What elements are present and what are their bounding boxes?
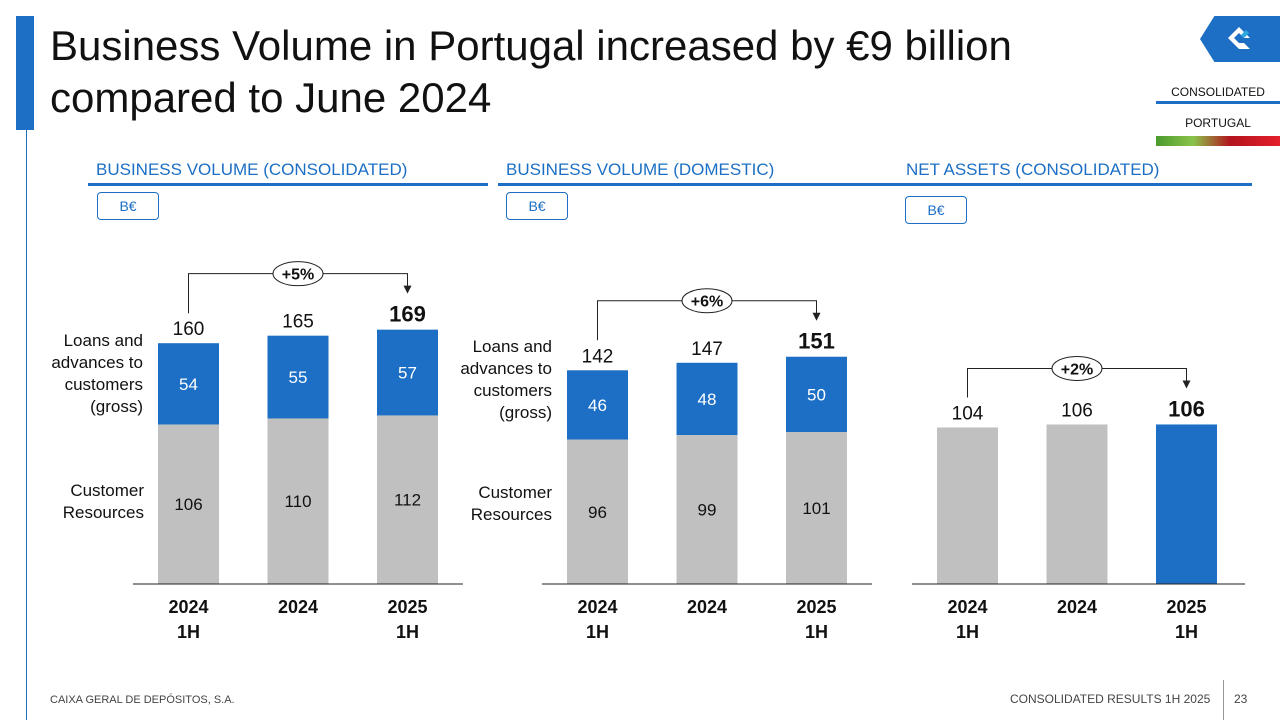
data-label: 106	[174, 495, 202, 514]
bar-customer-resources	[377, 415, 438, 584]
bar-customer-resources	[567, 439, 628, 584]
bar-net-assets	[1156, 424, 1217, 584]
x-tick-label: 1H	[805, 622, 828, 642]
bar-net-assets	[1046, 424, 1108, 584]
data-label: 48	[698, 390, 717, 409]
data-label: 99	[698, 501, 717, 520]
data-label: 50	[807, 385, 826, 404]
x-tick-label: 2024	[1057, 597, 1097, 617]
left-rule	[26, 130, 27, 720]
data-label: 54	[179, 375, 198, 394]
unit-badge: B€	[905, 196, 967, 224]
footer-separator	[1223, 680, 1224, 720]
data-label: 101	[802, 499, 830, 518]
unit-badge: B€	[506, 192, 568, 220]
section-header-domestic: BUSINESS VOLUME (DOMESTIC)	[498, 160, 898, 186]
x-tick-label: 2025	[387, 597, 427, 617]
total-label: 106	[1061, 400, 1093, 421]
bar-customer-resources	[676, 435, 738, 584]
data-label: 46	[588, 396, 607, 415]
growth-badge	[681, 288, 733, 314]
section-header-net-assets: NET ASSETS (CONSOLIDATED)	[898, 160, 1252, 186]
x-tick-label: 1H	[586, 622, 609, 642]
x-tick-label: 2025	[1166, 597, 1206, 617]
total-label: 106	[1168, 396, 1205, 421]
x-tick-label: 2024	[278, 597, 318, 617]
growth-badge	[1051, 355, 1103, 381]
title-accent-bar	[16, 16, 34, 130]
footer-company: CAIXA GERAL DE DEPÓSITOS, S.A.	[50, 694, 235, 706]
x-tick-label: 1H	[1175, 622, 1198, 642]
bar-loans	[786, 356, 847, 432]
data-label: 110	[284, 492, 311, 511]
bar-customer-resources	[158, 424, 219, 584]
x-tick-label: 2024	[168, 597, 208, 617]
row-label-resources: Customer Resources	[470, 483, 552, 524]
x-tick-label: 2024	[577, 597, 617, 617]
x-tick-label: 1H	[396, 622, 419, 642]
x-tick-label: 2025	[796, 597, 836, 617]
scope-consolidated: CONSOLIDATED	[1171, 85, 1265, 99]
total-label: 169	[389, 302, 426, 327]
bar-loans	[567, 370, 628, 440]
bar-loans	[377, 329, 438, 416]
bar-customer-resources	[267, 418, 329, 584]
logo	[1200, 16, 1280, 62]
page-title: Business Volume in Portugal increased by…	[50, 22, 1012, 121]
x-tick-label: 1H	[177, 622, 200, 642]
data-label: 57	[398, 364, 417, 383]
growth-label: +5%	[282, 267, 314, 284]
total-label: 151	[798, 329, 835, 354]
growth-arrowhead	[403, 285, 412, 294]
x-tick-label: 1H	[956, 622, 979, 642]
bar-net-assets	[937, 427, 998, 584]
data-label: 112	[394, 491, 421, 510]
x-tick-label: 2024	[947, 597, 987, 617]
bar-loans	[267, 335, 329, 419]
growth-arrowhead	[1182, 380, 1191, 389]
data-label: 96	[588, 503, 607, 522]
total-label: 165	[282, 312, 314, 333]
growth-label: +2%	[1061, 361, 1093, 378]
growth-arrowhead	[812, 312, 821, 321]
row-label-loans: Loans and advances to customers (gross)	[51, 331, 143, 416]
unit-badge: B€	[97, 192, 159, 220]
section-header-consolidated: BUSINESS VOLUME (CONSOLIDATED)	[88, 160, 488, 186]
scope-portugal: PORTUGAL	[1185, 116, 1251, 130]
row-label-loans: Loans and advances to customers (gross)	[460, 337, 552, 422]
scope-divider	[1156, 101, 1280, 104]
portugal-flag-bar	[1156, 136, 1280, 146]
chart-business-volume-domestic: 96 46 142 2024 1H 99 48 147 2024 101 50 151 2025 1H +6…	[542, 288, 872, 642]
total-label: 147	[691, 339, 723, 360]
bar-loans	[158, 343, 219, 425]
cgd-logo-icon	[1228, 27, 1250, 49]
row-label-resources: Customer Resources	[62, 481, 144, 522]
footer-report: CONSOLIDATED RESULTS 1H 2025	[1010, 692, 1211, 706]
growth-label: +6%	[691, 294, 723, 311]
data-label: 55	[289, 368, 308, 387]
total-label: 142	[582, 346, 614, 367]
bar-customer-resources	[786, 431, 847, 584]
chart-net-assets: 104 2024 1H 106 2024 106 2025 1H +2%	[912, 355, 1245, 642]
page-number: 23	[1234, 692, 1248, 706]
chart-business-volume-consolidated: 106 54 160 2024 1H 110 55 165 2024 112 57 169 2025 1H…	[133, 261, 463, 642]
total-label: 104	[952, 403, 984, 424]
total-label: 160	[173, 319, 205, 340]
x-tick-label: 2024	[687, 597, 727, 617]
growth-badge	[272, 261, 324, 287]
bar-loans	[676, 362, 738, 436]
